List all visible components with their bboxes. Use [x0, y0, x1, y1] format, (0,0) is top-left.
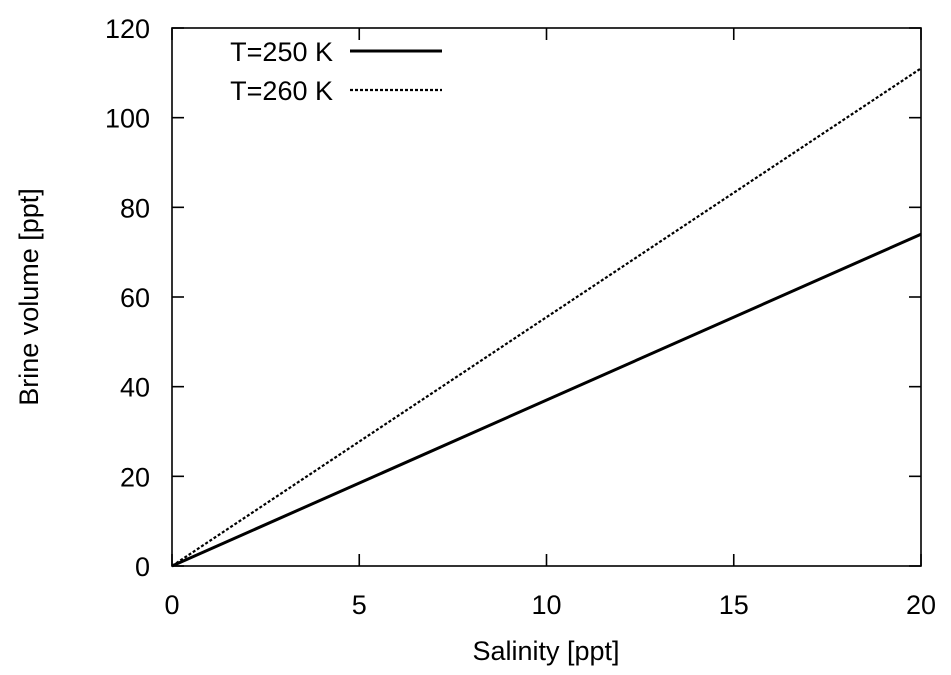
series-lines — [171, 67, 922, 568]
y-axis-label: Brine volume [ppt] — [14, 188, 44, 406]
y-tick-label-5: 100 — [105, 104, 150, 134]
y-tick-label-1: 20 — [120, 462, 150, 492]
x-tick-label-4: 20 — [906, 590, 936, 620]
series-line-1 — [171, 67, 922, 567]
legend-label-1: T=260 K — [230, 76, 333, 106]
legend-label-0: T=250 K — [230, 37, 333, 67]
y-tick-label-3: 60 — [120, 283, 150, 313]
legend: T=250 K T=260 K — [230, 37, 442, 106]
x-tick-label-3: 15 — [719, 590, 749, 620]
x-tick-label-0: 0 — [164, 590, 179, 620]
x-tick-label-1: 5 — [352, 590, 367, 620]
tick-labels: 0 5 10 15 20 0 20 40 60 80 100 120 — [105, 14, 936, 620]
x-tick-label-2: 10 — [531, 590, 561, 620]
y-tick-label-2: 40 — [120, 373, 150, 403]
ticks — [171, 27, 922, 567]
x-axis-label: Salinity [ppt] — [472, 636, 619, 666]
y-tick-label-6: 120 — [105, 14, 150, 44]
plot-frame — [171, 27, 922, 567]
series-line-0 — [171, 232, 922, 568]
y-tick-label-0: 0 — [135, 552, 150, 582]
y-tick-label-4: 80 — [120, 193, 150, 223]
